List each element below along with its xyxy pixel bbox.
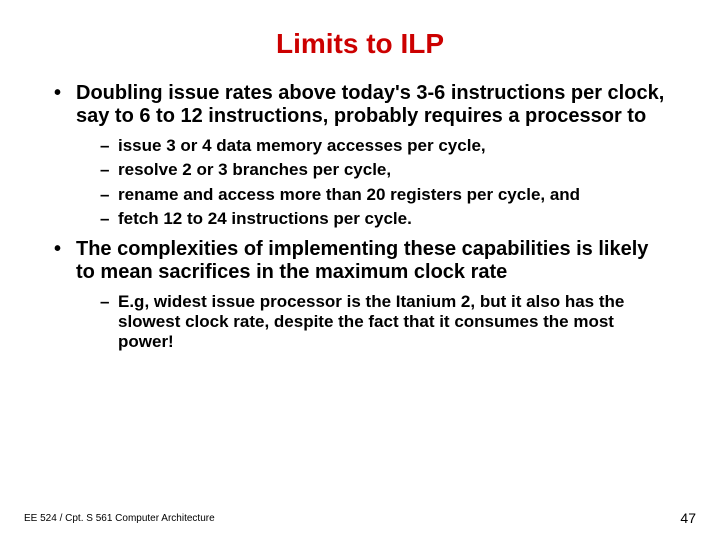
bullet-list-level1: Doubling issue rates above today's 3-6 i… xyxy=(50,82,670,353)
sub-bullet-item: issue 3 or 4 data memory accesses per cy… xyxy=(76,136,670,156)
bullet-item: The complexities of implementing these c… xyxy=(50,238,670,353)
sub-bullet-text: fetch 12 to 24 instructions per cycle. xyxy=(118,209,412,228)
slide-number: 47 xyxy=(680,510,696,526)
sub-bullet-item: E.g, widest issue processor is the Itani… xyxy=(76,292,670,353)
sub-bullet-text: rename and access more than 20 registers… xyxy=(118,185,580,204)
bullet-text: Doubling issue rates above today's 3-6 i… xyxy=(76,82,664,127)
slide-content: Doubling issue rates above today's 3-6 i… xyxy=(32,82,688,353)
sub-bullet-text: issue 3 or 4 data memory accesses per cy… xyxy=(118,136,486,155)
slide-title: Limits to ILP xyxy=(32,28,688,60)
sub-bullet-item: resolve 2 or 3 branches per cycle, xyxy=(76,160,670,180)
bullet-list-level2: E.g, widest issue processor is the Itani… xyxy=(76,292,670,353)
bullet-list-level2: issue 3 or 4 data memory accesses per cy… xyxy=(76,136,670,230)
slide: Limits to ILP Doubling issue rates above… xyxy=(0,0,720,540)
sub-bullet-item: rename and access more than 20 registers… xyxy=(76,185,670,205)
sub-bullet-text: resolve 2 or 3 branches per cycle, xyxy=(118,160,391,179)
bullet-item: Doubling issue rates above today's 3-6 i… xyxy=(50,82,670,230)
footer-left: EE 524 / Cpt. S 561 Computer Architectur… xyxy=(24,513,215,524)
bullet-text: The complexities of implementing these c… xyxy=(76,238,648,283)
sub-bullet-text: E.g, widest issue processor is the Itani… xyxy=(118,292,624,352)
sub-bullet-item: fetch 12 to 24 instructions per cycle. xyxy=(76,209,670,229)
